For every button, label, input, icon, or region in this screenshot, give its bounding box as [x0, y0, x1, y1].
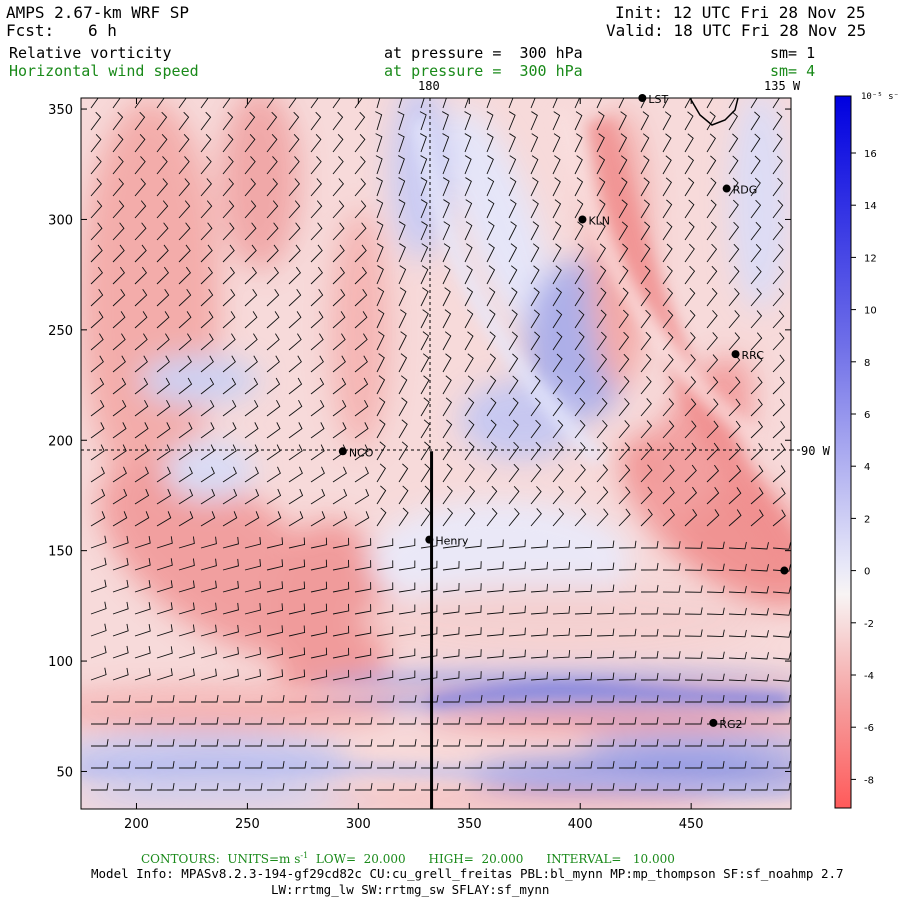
colorbar-label: -2 [864, 619, 874, 630]
wind-barbs [90, 98, 791, 791]
colorbar-label: 14 [864, 201, 877, 212]
y-tick-label: 350 [48, 103, 73, 118]
model-title: AMPS 2.67-km WRF SP [6, 3, 190, 22]
field1-smoothing: sm= 1 [770, 44, 816, 62]
forecast-hour: 6 h [88, 21, 117, 40]
contours-units-exp: -1 [300, 851, 309, 860]
colorbar-label: 12 [864, 253, 877, 264]
lon-label-135w: 135 W [764, 79, 801, 93]
station-label: NCO [349, 446, 374, 459]
contours-info: CONTOURS: UNITS=m s-1 LOW= 20.000 HIGH= … [141, 851, 675, 866]
colorbar-label: 4 [864, 462, 870, 473]
station-label: RG2 [719, 718, 742, 731]
colorbar-label: -8 [864, 775, 874, 786]
station-marker [780, 566, 789, 575]
colorbar-label: 2 [864, 514, 870, 525]
x-tick-label: 450 [679, 817, 704, 832]
field1-level: at pressure = 300 hPa [384, 44, 583, 62]
x-tick-label: 200 [124, 817, 149, 832]
colorbar-label: 6 [864, 410, 870, 421]
colorbar-label: 8 [864, 358, 870, 369]
station-marker [638, 94, 647, 102]
station-label: LST [648, 93, 668, 106]
stations: KLN RDG RRC NCO Henry RG2 LST [338, 93, 789, 731]
y-tick-label: 150 [48, 545, 73, 560]
station-label: Henry [435, 535, 469, 548]
y-tick-label: 200 [48, 434, 73, 449]
x-tick-label: 250 [235, 817, 260, 832]
station-marker [731, 350, 740, 359]
x-tick-label: 400 [568, 817, 593, 832]
y-tick-label: 50 [56, 765, 73, 780]
field2-smoothing: sm= 4 [770, 62, 816, 80]
y-tick-label: 100 [48, 655, 73, 670]
colorbar-label: -4 [864, 671, 874, 682]
init-time: Init: 12 UTC Fri 28 Nov 25 [615, 3, 866, 22]
colorbar-label: 10 [864, 306, 877, 317]
colorbar-unit: 10⁻⁵ s⁻¹ [861, 92, 900, 102]
contours-values: LOW= 20.000 HIGH= 20.000 INTERVAL= 10.00… [308, 852, 675, 866]
station-label: RRC [742, 349, 765, 362]
contours-units: CONTOURS: UNITS=m s [141, 852, 301, 866]
station-marker [578, 215, 587, 224]
lon-label-180: 180 [418, 79, 440, 93]
colorbar-label: 0 [864, 567, 870, 578]
coastline [689, 97, 739, 126]
field2-level: at pressure = 300 hPa [384, 62, 583, 80]
station-marker [722, 184, 731, 193]
station-label: KLN [588, 214, 610, 227]
station-marker [709, 718, 718, 727]
lon-label-90w: 90 W [801, 444, 830, 458]
forecast-label: Fcst: [6, 21, 55, 40]
model-info: Model Info: MPASv8.2.3-194-gf29cd82c CU:… [91, 866, 844, 881]
plot-frame [80, 97, 792, 810]
model-info-physics: LW:rrtmg_lw SW:rrtmg_sw SFLAY:sf_mynn [271, 882, 550, 897]
colorbar-ticks: 16 14 12 10 8 6 4 2 0 -2 -4 -6 -8 [851, 149, 877, 786]
y-tick-label: 300 [48, 213, 73, 228]
station-label: RDG [733, 184, 758, 197]
axis-ticks: 50 100 150 200 250 300 350 200 250 300 350 400 450 [48, 98, 791, 832]
y-tick-label: 250 [48, 324, 73, 339]
colorbar-label: 16 [864, 149, 877, 160]
valid-time: Valid: 18 UTC Fri 28 Nov 25 [606, 21, 867, 40]
field2-name: Horizontal wind speed [9, 62, 199, 80]
colorbar-label: -6 [864, 723, 874, 734]
x-tick-label: 350 [457, 817, 482, 832]
colorbar [834, 95, 852, 809]
x-tick-label: 300 [346, 817, 371, 832]
station-marker [338, 447, 347, 456]
station-marker [425, 535, 434, 544]
field1-name: Relative vorticity [9, 44, 172, 62]
